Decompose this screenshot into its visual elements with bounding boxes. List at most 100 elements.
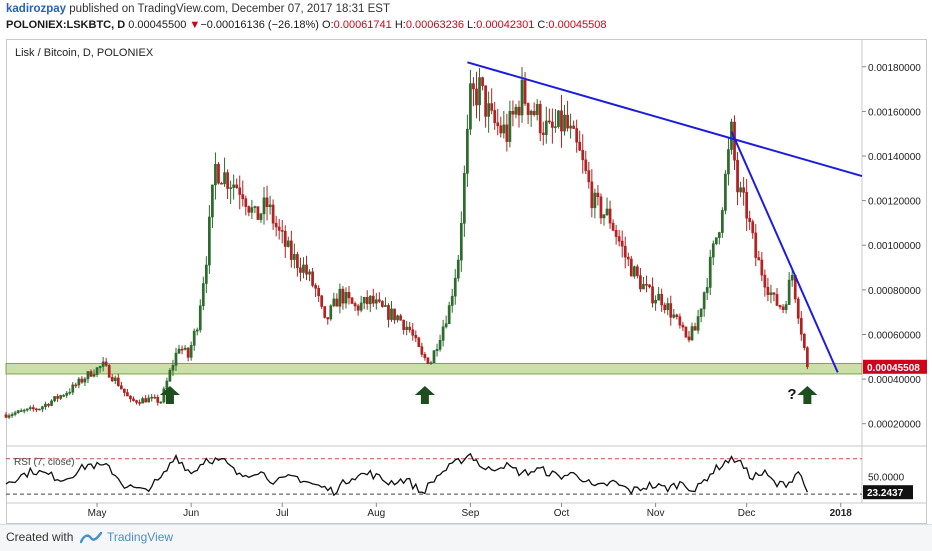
candle-body-down (584, 159, 588, 171)
question-mark-annotation: ? (787, 386, 796, 403)
candle (7, 413, 11, 419)
candle (584, 150, 588, 175)
candle-body-down (74, 384, 78, 387)
candle (123, 388, 126, 397)
candle-body-down (578, 141, 582, 151)
candle (116, 373, 120, 387)
candle-body-down (675, 314, 679, 318)
candle (41, 405, 44, 413)
candle-body-up (739, 187, 742, 193)
candle-body-down (4, 414, 8, 418)
candle (639, 268, 642, 293)
candle-body-down (371, 295, 375, 304)
candle-body-up (705, 287, 709, 293)
candle (226, 169, 229, 200)
candle (581, 134, 585, 174)
candle-body-down (496, 122, 500, 127)
candle-body-down (472, 83, 475, 90)
candle-body-up (557, 110, 560, 127)
candle-body-down (802, 333, 806, 349)
author-link[interactable]: kadirozpay (6, 3, 67, 15)
candle-body-down (34, 408, 38, 411)
candle (296, 251, 299, 277)
candle-body-up (189, 345, 193, 358)
candle (320, 294, 324, 310)
candle (132, 396, 135, 402)
candle-body-down (772, 292, 776, 295)
candle (769, 284, 773, 304)
candle (693, 322, 697, 331)
rsi-line (5, 452, 808, 497)
candle (332, 292, 336, 308)
candle-body-down (763, 274, 767, 288)
candle (183, 345, 187, 351)
candle (38, 408, 41, 411)
candle (4, 412, 8, 419)
candle (353, 301, 357, 311)
candle (62, 393, 66, 398)
candle-body-down (639, 275, 642, 290)
candle (65, 391, 69, 398)
candle-body-down (411, 329, 415, 336)
candle-body-up (159, 401, 163, 404)
candle (83, 377, 87, 387)
candle-body-down (626, 256, 630, 260)
candle-body-up (362, 296, 366, 304)
candle (119, 381, 123, 390)
candle-body-up (702, 292, 706, 310)
symbol-label: POLONIEX:LSKBTC, D (6, 19, 126, 31)
candle-body-down (265, 197, 269, 207)
candle (238, 175, 242, 210)
candle-body-down (745, 192, 749, 219)
candle-body-up (374, 299, 378, 304)
candle-body-down (523, 79, 527, 104)
candle-body-down (244, 198, 248, 207)
close-label: C: (537, 19, 549, 31)
up-arrow-annotation-1 (159, 386, 180, 404)
candle (617, 229, 621, 247)
candle (381, 300, 384, 308)
candle (563, 104, 566, 136)
candle (89, 369, 93, 378)
candle (186, 347, 190, 362)
candle-body-down (305, 264, 308, 275)
candle (159, 401, 163, 404)
candle-body-down (119, 385, 123, 390)
x-tick-label: May (88, 508, 107, 519)
candle-body-up (657, 293, 660, 301)
candle-body-down (226, 172, 229, 189)
tradingview-brand[interactable]: TradingView (107, 530, 174, 544)
candle-body-down (678, 316, 682, 326)
candle-body-up (77, 378, 81, 386)
candle (68, 388, 72, 396)
candle-body-down (693, 326, 697, 331)
candle (22, 408, 26, 414)
candle-body-down (47, 403, 50, 406)
candle (80, 376, 84, 384)
candle (180, 345, 184, 355)
candle-body-down (620, 240, 624, 247)
price-chart[interactable]: ? 0.00020000 0.00040000 0.00060000 0.0008000… (0, 0, 932, 524)
candle (557, 110, 560, 129)
candle (632, 265, 636, 279)
up-arrow-annotation-2 (414, 386, 435, 404)
candle (286, 236, 290, 248)
candle-body-down (420, 346, 424, 355)
candle-body-up (438, 340, 442, 350)
candle (25, 408, 29, 412)
y-tick-label: 0.00080000 (868, 286, 921, 297)
candle-body-down (180, 348, 184, 351)
candle (441, 319, 445, 347)
candle-body-down (271, 204, 275, 224)
candle (368, 295, 372, 313)
candle-body-down (526, 103, 530, 115)
candle (323, 306, 327, 319)
candle (466, 114, 469, 187)
candle-body-up (487, 103, 491, 117)
candle (326, 317, 330, 325)
trendline-2 (730, 131, 839, 373)
candle (113, 375, 117, 385)
candle-body-up (232, 184, 236, 188)
candle-body-down (629, 258, 633, 277)
candle-body-down (596, 192, 600, 198)
